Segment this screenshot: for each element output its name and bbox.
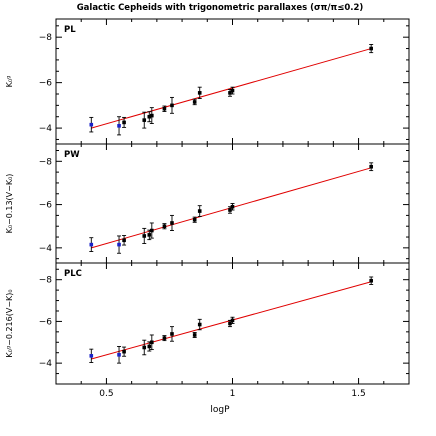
panel-tag: PW	[64, 150, 80, 160]
y-axis-label: K₀−0.13(V−K₀)	[5, 174, 14, 234]
y-tick-label: −8	[39, 33, 53, 43]
fit-line	[91, 48, 372, 129]
y-tick-label: −6	[39, 317, 53, 327]
data-point	[142, 345, 147, 350]
data-point	[122, 238, 126, 243]
panel-pw: −4 −6 −8 PW K₀−0.13(V−K₀)	[5, 143, 410, 264]
data-point	[150, 228, 154, 233]
data-point	[150, 340, 154, 345]
data-point	[228, 321, 232, 326]
data-point	[192, 217, 197, 222]
data-point	[369, 278, 373, 283]
data-point	[369, 46, 373, 51]
y-tick-label: −4	[39, 244, 53, 254]
panel-tag: PLC	[64, 269, 82, 279]
data-point	[192, 100, 197, 104]
x-tick-label: 0.5	[99, 389, 113, 399]
data-point	[192, 333, 197, 337]
y-axis-label: K₀ᵍ−0.216(V−K)₀	[5, 289, 14, 357]
y-tick-label: −4	[39, 124, 53, 134]
data-point	[197, 322, 202, 327]
data-point	[369, 164, 373, 169]
data-point	[142, 234, 147, 238]
data-point	[147, 114, 152, 119]
data-point	[122, 349, 126, 354]
panel-frame	[55, 18, 410, 145]
data-point	[117, 124, 121, 128]
data-point	[142, 118, 147, 122]
data-point	[117, 352, 121, 357]
data-point	[162, 224, 167, 229]
data-point	[147, 233, 152, 237]
panel-tag: PL	[64, 25, 76, 35]
data-point	[122, 120, 126, 125]
y-tick-label: −6	[39, 201, 53, 211]
data-point	[230, 318, 235, 323]
data-point	[230, 88, 235, 93]
data-point	[162, 336, 167, 340]
panel-plc: −4 −6 −8 PLC K₀ᵍ−0.216(V−K)₀ 0.5 1 1.5	[5, 262, 410, 399]
data-point	[147, 344, 152, 349]
y-tick-label: −4	[39, 359, 53, 369]
y-tick-label: −8	[39, 157, 53, 167]
data-point	[117, 242, 121, 247]
data-point	[89, 122, 94, 127]
y-tick-label: −6	[39, 79, 53, 89]
data-point	[170, 221, 174, 225]
panels: −4 −6 −8 PL K₀ᵍ −4 −6 −8 PW K₀−0.13(V−K₀) −4 −6 −8 PL…	[5, 18, 410, 399]
data-point	[228, 91, 232, 95]
data-point	[228, 208, 232, 212]
data-point	[170, 103, 174, 108]
data-point	[150, 113, 154, 118]
chart-title: Galactic Cepheids with trigonometric par…	[77, 3, 364, 13]
y-axis-label: K₀ᵍ	[5, 76, 14, 88]
data-point	[170, 332, 174, 336]
x-tick-label: 1.5	[351, 389, 365, 399]
data-point	[162, 106, 167, 111]
data-point	[197, 91, 202, 95]
x-axis-label: logP	[210, 405, 230, 415]
x-tick-label: 1	[230, 389, 236, 399]
data-point	[89, 354, 94, 358]
data-point	[89, 242, 94, 247]
data-point	[197, 209, 202, 213]
y-tick-label: −8	[39, 276, 53, 286]
panel-pl: −4 −6 −8 PL K₀ᵍ	[5, 18, 410, 145]
data-point	[230, 204, 235, 209]
